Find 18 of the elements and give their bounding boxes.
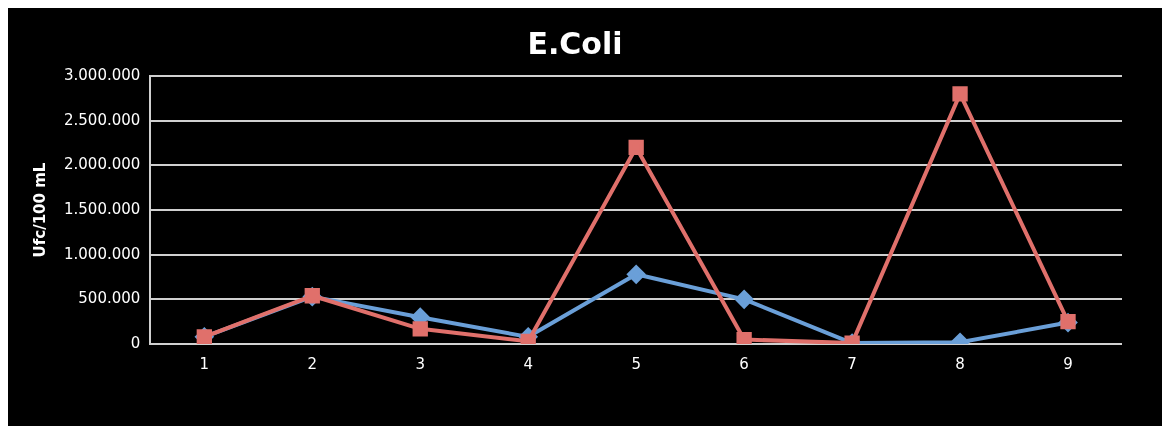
y-axis-title: Ufc/100 mL [30,162,49,258]
x-tick-label: 3 [415,354,426,373]
y-tick-label: 1.000.000 [64,244,141,263]
x-tick-label: 9 [1063,354,1073,373]
y-tick-label: 2.500.000 [64,110,141,129]
y-tick-label: 2.000.000 [64,155,141,174]
y-tick-label: 1.500.000 [64,199,141,218]
x-tick-label: 6 [739,354,749,373]
x-tick-label: 1 [199,354,210,373]
x-tick-label: 2 [307,354,318,373]
y-tick-label: 500.000 [78,289,141,308]
x-tick-label: 5 [631,354,641,373]
x-tick-label: 4 [523,354,533,373]
chart-title: E.Coli [527,25,623,61]
y-tick-label: 3.000.000 [64,65,141,84]
x-tick-label: 8 [955,354,965,373]
x-tick-label: 7 [847,354,857,373]
y-tick-label: 0 [130,333,141,352]
